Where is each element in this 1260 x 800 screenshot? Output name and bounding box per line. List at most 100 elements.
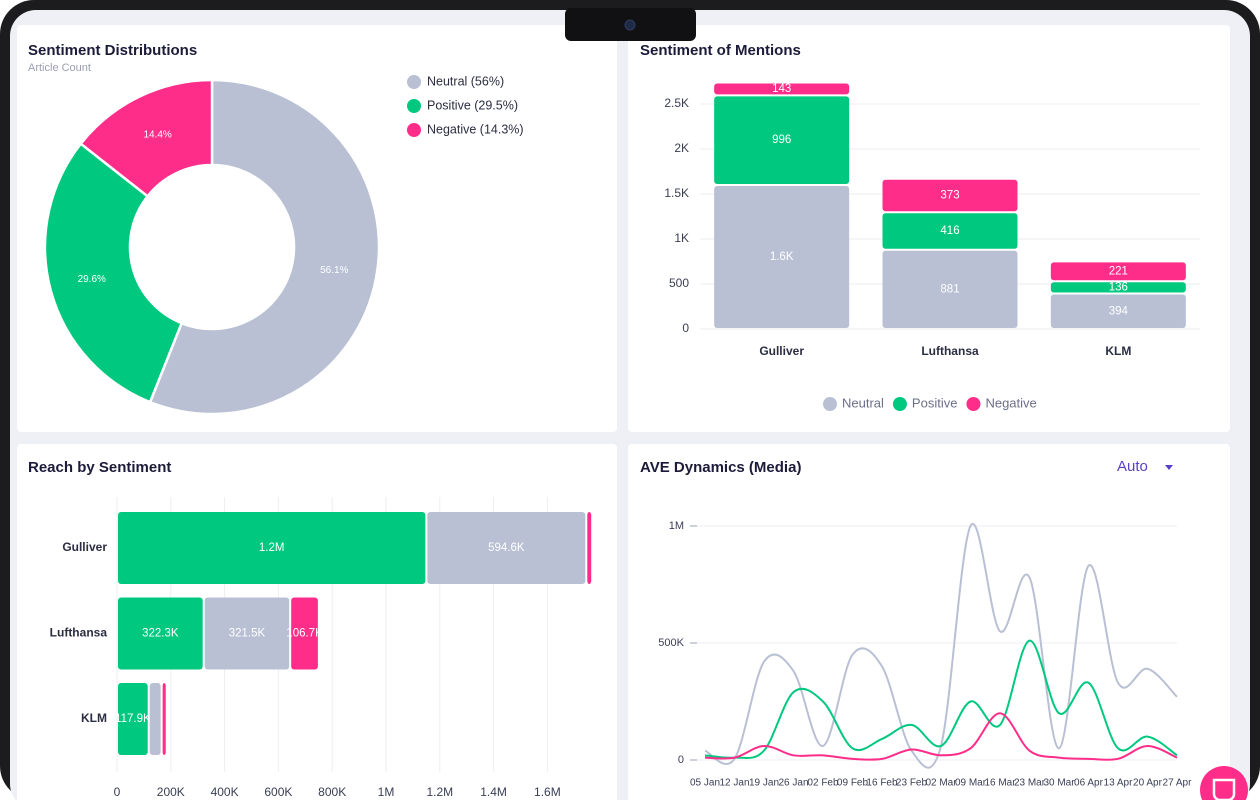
bar-label: 1.2M xyxy=(259,542,285,554)
x-tick-label: 1.6M xyxy=(534,785,561,799)
bar-segment xyxy=(118,597,203,670)
y-tick-label: Lufthansa xyxy=(50,626,108,640)
y-tick-label: 1M xyxy=(669,520,684,532)
x-tick-label: 19 Jan xyxy=(749,778,779,789)
bar-segment xyxy=(162,683,166,755)
x-tick-label: 1.4M xyxy=(480,785,507,799)
bar-segment xyxy=(714,186,850,328)
bar-label: 394 xyxy=(1109,305,1129,317)
legend-label: Positive (29.5%) xyxy=(427,98,518,112)
slice-label: 29.6% xyxy=(78,274,106,285)
x-tick-label: 800K xyxy=(318,785,346,799)
x-tick-label: 12 Jan xyxy=(719,778,749,789)
x-tick-label: 09 Feb xyxy=(837,778,869,789)
x-tick-label: 400K xyxy=(211,785,239,799)
y-tick-label: 0 xyxy=(682,321,689,335)
x-tick-label: Gulliver xyxy=(759,344,804,358)
bar-segment xyxy=(118,683,148,755)
legend-swatch xyxy=(407,99,421,113)
y-tick-label: 2.5K xyxy=(664,96,689,110)
chart-title: Reach by Sentiment xyxy=(28,459,171,476)
line-series xyxy=(704,522,1178,769)
bar-segment xyxy=(882,213,1018,249)
bar-segment xyxy=(204,597,290,670)
bar-label: 996 xyxy=(772,134,791,146)
legend-label: Negative xyxy=(985,395,1036,410)
bar-label: 594.6K xyxy=(488,542,525,554)
dropdown-label[interactable]: Auto xyxy=(1117,458,1148,475)
legend-swatch xyxy=(823,397,837,411)
period-dropdown[interactable]: Auto xyxy=(1117,458,1173,475)
y-tick-label: 0 xyxy=(678,754,684,766)
x-tick-label: 16 Feb xyxy=(866,778,898,789)
x-tick-label: 06 Apr xyxy=(1074,778,1104,789)
chart-title: Sentiment Distributions xyxy=(28,42,197,59)
bar-label: 373 xyxy=(940,190,959,202)
y-tick-label: Gulliver xyxy=(62,540,107,554)
bar-segment xyxy=(149,683,161,755)
x-tick-label: 16 Mar xyxy=(984,778,1016,789)
bar-label: 106.7K xyxy=(286,628,323,640)
chart-title: Sentiment of Mentions xyxy=(640,42,801,59)
legend-label: Negative (14.3%) xyxy=(427,122,524,136)
bar-label: 321.5K xyxy=(229,628,266,640)
y-tick-label: 1.5K xyxy=(664,186,689,200)
x-tick-label: 05 Jan xyxy=(690,778,720,789)
y-tick-label: 500K xyxy=(658,637,684,649)
bar-segment xyxy=(714,96,850,184)
legend-swatch xyxy=(892,397,907,411)
chat-button[interactable] xyxy=(1200,766,1248,800)
bar-label: 136 xyxy=(1109,281,1128,293)
line-series xyxy=(704,712,1178,761)
bar-label: 117.9K xyxy=(115,713,151,725)
bar-segment xyxy=(118,512,426,584)
pie-slice xyxy=(43,141,184,404)
legend-swatch xyxy=(407,123,421,137)
bar-segment xyxy=(882,250,1018,328)
x-tick-label: 1.2M xyxy=(426,785,453,799)
bar-segment xyxy=(714,83,850,95)
chart-subtitle: Article Count xyxy=(28,62,91,74)
x-tick-label: 27 Apr xyxy=(1163,778,1193,789)
x-tick-label: 0 xyxy=(114,785,121,799)
chat-icon[interactable] xyxy=(1212,778,1236,800)
bar-segment xyxy=(1050,294,1186,328)
x-tick-label: 20 Apr xyxy=(1133,778,1163,789)
x-tick-label: 26 Jan xyxy=(778,778,808,789)
x-tick-label: 09 Mar xyxy=(955,778,987,789)
x-tick-label: 600K xyxy=(264,785,292,799)
legend-swatch xyxy=(966,397,981,411)
x-tick-label: 200K xyxy=(157,785,185,799)
x-tick-label: 23 Mar xyxy=(1014,778,1046,789)
bar-segment xyxy=(427,512,586,584)
bar-label: 1.6K xyxy=(770,251,794,263)
x-tick-label: 02 Mar xyxy=(925,778,957,789)
x-tick-label: KLM xyxy=(1105,344,1131,358)
legend-label: Neutral (56%) xyxy=(427,74,504,88)
y-tick-label: 500 xyxy=(669,276,689,290)
panel xyxy=(628,444,1230,800)
y-tick-label: KLM xyxy=(81,711,107,725)
legend-swatch xyxy=(407,75,421,89)
dropdown-caret[interactable] xyxy=(1165,465,1173,470)
camera xyxy=(624,19,636,31)
bar-segment xyxy=(882,179,1018,212)
bar-segment xyxy=(587,512,592,584)
y-tick-label: 1K xyxy=(674,231,689,245)
x-tick-label: 23 Feb xyxy=(896,778,928,789)
line-series xyxy=(704,639,1178,759)
x-tick-label: 02 Feb xyxy=(807,778,839,789)
pie-slice xyxy=(79,78,214,199)
bar-label: 881 xyxy=(940,283,959,295)
legend-label: Positive xyxy=(912,395,958,410)
bar-segment xyxy=(1050,282,1186,293)
x-tick-label: 30 Mar xyxy=(1043,778,1075,789)
y-tick-label: 2K xyxy=(674,141,689,155)
bar-segment xyxy=(1050,262,1186,281)
x-tick-label: 1M xyxy=(378,785,395,799)
legend-label: Neutral xyxy=(842,395,884,410)
bar-label: 143 xyxy=(772,83,791,95)
bar-label: 416 xyxy=(940,225,959,237)
bar-label: 322.3K xyxy=(142,628,179,640)
